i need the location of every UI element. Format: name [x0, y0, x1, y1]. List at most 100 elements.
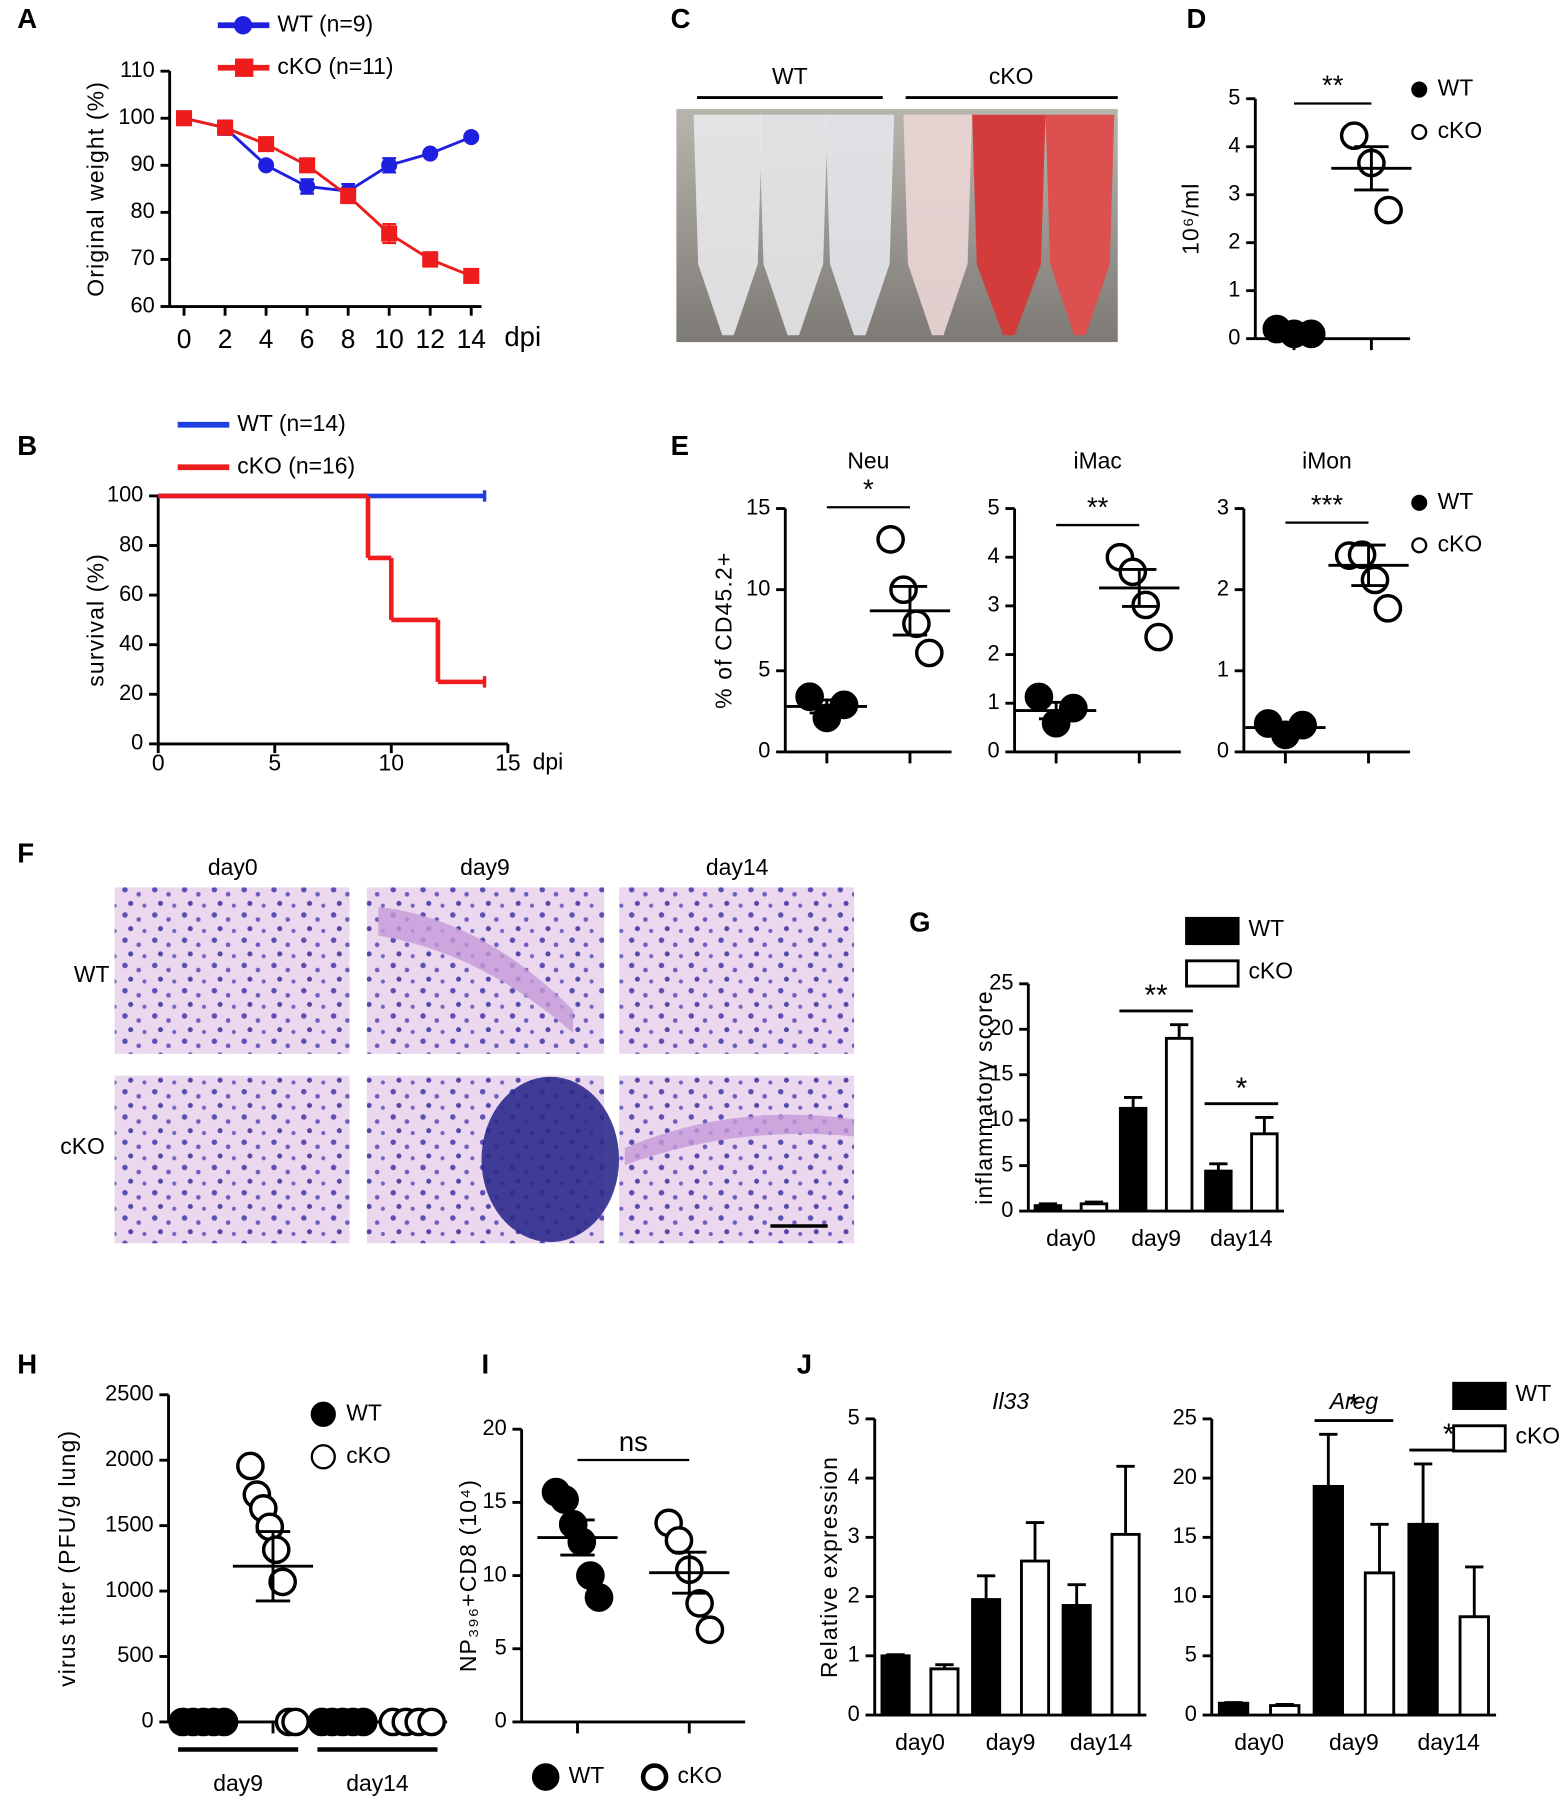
panel-label: B: [17, 430, 37, 461]
y-tick-label: 10: [746, 575, 770, 600]
y-tick-label: 2: [1217, 575, 1229, 600]
bar: [1061, 1604, 1092, 1717]
y-tick-label: 80: [131, 198, 155, 223]
dot: [1144, 622, 1173, 652]
y-tick-label: 0: [1185, 1701, 1197, 1726]
sem-bar: [1038, 700, 1074, 721]
y-tick-label: 60: [119, 581, 143, 606]
y-tick-label: 25: [1173, 1405, 1197, 1430]
dot: [695, 1615, 725, 1645]
y-tick-label: 2000: [105, 1446, 153, 1471]
sem-bar: [892, 584, 928, 637]
dot: [348, 1707, 378, 1737]
error-bar: [1084, 1200, 1104, 1204]
bar: [1110, 1532, 1141, 1717]
x-tick-label: day9: [1131, 1225, 1181, 1251]
significance-label: **: [1087, 491, 1109, 522]
dot: [829, 690, 859, 720]
x-tick-label: 0: [177, 324, 192, 354]
x-tick-label: 5: [268, 750, 281, 776]
legend-label: WT: [1438, 75, 1474, 101]
chart-title: iMac: [1073, 448, 1121, 474]
sem-bar: [672, 1550, 707, 1595]
column-label: day9: [460, 854, 510, 880]
legend-label: cKO (n=16): [237, 452, 355, 478]
column-label: day14: [706, 854, 769, 880]
legend-swatch: [1411, 537, 1428, 554]
marker: [217, 119, 234, 136]
legend-swatch: [1411, 494, 1428, 511]
legend-label: cKO: [1516, 1422, 1561, 1448]
y-tick-label: 15: [989, 1060, 1013, 1085]
dot: [1296, 319, 1326, 349]
x-tick-label: 6: [300, 324, 315, 354]
legend-label: cKO: [678, 1762, 723, 1788]
x-tick-label: 4: [259, 324, 274, 354]
significance-label: **: [1322, 70, 1344, 101]
x-tick-label: day0: [1234, 1729, 1284, 1755]
y-tick-label: 1000: [105, 1577, 153, 1602]
y-tick-label: 1: [1217, 657, 1229, 682]
dot: [664, 1526, 694, 1555]
y-tick-label: 5: [1228, 84, 1240, 109]
error-bar: [976, 1574, 996, 1600]
legend-label: WT (n=14): [237, 410, 345, 436]
chart-title: iMon: [1302, 448, 1352, 474]
chart-title: Il33: [992, 1388, 1029, 1414]
legend-swatch: [310, 1444, 336, 1470]
sem-bar: [1354, 145, 1389, 192]
error-bar: [1067, 1583, 1086, 1606]
y-tick-label: 1: [848, 1642, 860, 1667]
bar: [1079, 1202, 1109, 1213]
legend-swatch: [1411, 123, 1428, 141]
dot: [261, 1535, 291, 1565]
legend-swatch: [310, 1401, 336, 1427]
legend-label: cKO: [1438, 530, 1483, 556]
bar: [1019, 1559, 1051, 1717]
y-tick-label: 0: [988, 738, 1000, 763]
marker: [381, 225, 398, 242]
y-tick-label: 2: [848, 1582, 860, 1607]
marker: [422, 251, 439, 268]
sem-bar: [255, 1530, 291, 1603]
y-axis-label: Original weight (%): [83, 81, 109, 297]
error-bar: [935, 1663, 954, 1669]
bar: [1312, 1484, 1344, 1717]
x-axis-label: dpi: [533, 748, 564, 774]
y-tick-label: 90: [131, 151, 155, 176]
panel-label: G: [909, 906, 930, 937]
column-label: day0: [208, 854, 258, 880]
y-tick-label: 4: [988, 543, 1000, 568]
error-bar: [1370, 1522, 1389, 1573]
y-tick-label: 3: [848, 1523, 860, 1548]
y-tick-label: 3: [988, 592, 1000, 617]
dot: [914, 638, 944, 668]
dot: [417, 1707, 446, 1737]
error-bar: [1038, 1202, 1058, 1206]
x-tick-label: 10: [379, 750, 404, 776]
y-tick-label: 70: [131, 245, 155, 270]
y-tick-label: 5: [495, 1634, 507, 1659]
bar: [1363, 1571, 1396, 1717]
dot: [795, 682, 824, 712]
y-tick-label: 5: [988, 494, 1000, 519]
bar: [1164, 1036, 1194, 1213]
x-tick-label: day14: [1210, 1225, 1273, 1251]
x-axis-label: dpi: [504, 321, 541, 352]
y-tick-label: 20: [989, 1015, 1013, 1040]
bar: [1118, 1106, 1148, 1213]
dot: [1131, 590, 1161, 620]
error-bar: [1275, 1702, 1294, 1706]
marker: [463, 129, 480, 146]
error-bar: [1123, 1096, 1143, 1109]
y-tick-label: 20: [482, 1415, 506, 1440]
y-tick-label: 0: [1001, 1197, 1013, 1222]
x-tick-label: day9: [986, 1729, 1036, 1755]
y-tick-label: 2500: [105, 1381, 153, 1406]
y-tick-label: 0: [1217, 738, 1229, 763]
x-tick-label: day9: [1329, 1729, 1379, 1755]
x-tick-label: 14: [457, 324, 486, 354]
dot: [1118, 557, 1148, 587]
bar: [1407, 1522, 1439, 1717]
error-bar: [1465, 1565, 1484, 1617]
